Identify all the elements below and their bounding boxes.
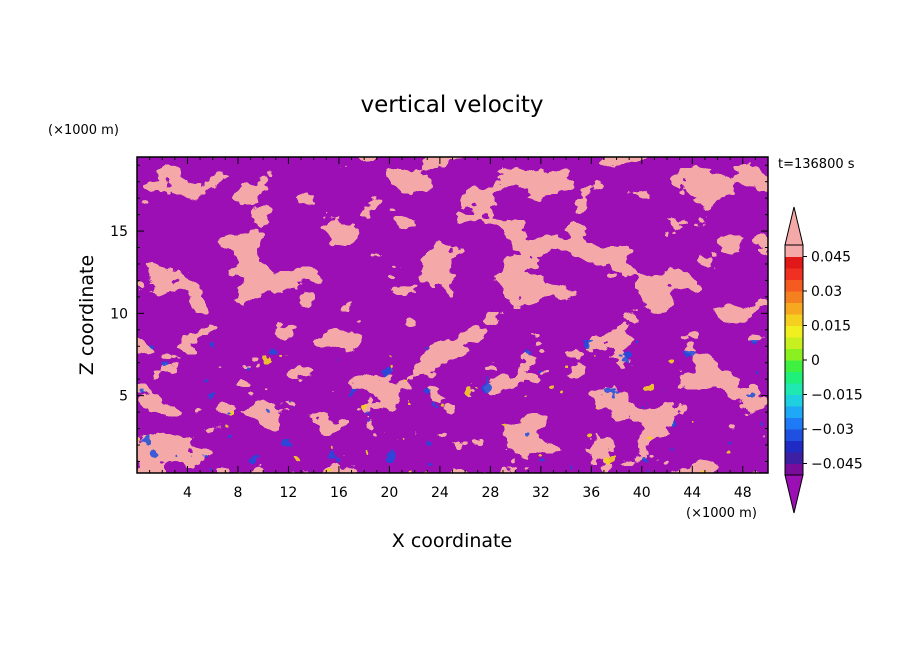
colorbar-swatch: [785, 394, 803, 407]
colorbar-swatch: [785, 371, 803, 384]
colorbar-tick-label: 0.015: [811, 319, 851, 335]
x-tick-label: 48: [734, 485, 752, 501]
colorbar-swatch: [785, 348, 803, 361]
colorbar-under-arrow: [784, 474, 804, 514]
x-tick-label: 28: [481, 485, 499, 501]
colorbar-swatch: [785, 314, 803, 326]
y-tick-label: 15: [110, 224, 128, 240]
colorbar-tick-label: 0.03: [811, 284, 842, 300]
x-tick-label: 36: [582, 485, 600, 501]
x-tick-label: 32: [532, 485, 550, 501]
x-tick-label: 12: [280, 485, 298, 501]
colorbar-swatch: [785, 440, 803, 453]
colorbar-swatch: [785, 417, 803, 430]
y-tick-label: 10: [110, 306, 128, 322]
colorbar-over-arrow: [784, 206, 804, 246]
colorbar-tick-label: −0.03: [811, 422, 854, 438]
colorbar-tick-label: −0.015: [811, 388, 863, 404]
x-tick-label: 44: [683, 485, 701, 501]
chart-title: vertical velocity: [361, 92, 544, 118]
colorbar-tick-label: 0: [811, 353, 820, 369]
colorbar-swatch: [785, 245, 803, 257]
colorbar-swatch: [785, 337, 803, 349]
x-axis-label: X coordinate: [392, 530, 512, 552]
x-tick-label: 16: [330, 485, 348, 501]
field-strong-downdraft: [137, 340, 768, 473]
colorbar-swatch: [785, 256, 803, 269]
time-label: t=136800 s: [778, 157, 855, 172]
colorbar-swatch: [785, 463, 803, 476]
x-tick-label: 4: [183, 485, 192, 501]
colorbar: 0.045 0.03 0.015 0 −0.015 −0.03 −0.045: [784, 206, 863, 514]
x-tick-label: 24: [431, 485, 449, 501]
colorbar-swatch: [785, 268, 803, 280]
x-tick-label: 20: [380, 485, 398, 501]
colorbar-tick-label: −0.045: [811, 457, 863, 473]
colorbar-swatch: [785, 429, 803, 441]
colorbar-swatch: [785, 291, 803, 303]
velocity-field: [137, 157, 768, 473]
colorbar-swatch: [785, 325, 803, 338]
colorbar-swatch: [785, 383, 803, 395]
x-tick-label: 40: [633, 485, 651, 501]
y-ticks: 5 10 15: [110, 164, 768, 462]
colorbar-swatch: [785, 452, 803, 464]
colorbar-swatch: [785, 302, 803, 315]
y-tick-label: 5: [119, 389, 128, 405]
colorbar-tick-label: 0.045: [811, 250, 851, 266]
y-unit-label: (×1000 m): [48, 123, 119, 138]
y-axis-label: Z coordinate: [76, 255, 98, 375]
x-tick-label: 8: [233, 485, 242, 501]
colorbar-swatch: [785, 360, 803, 372]
x-ticks: 4 8 12 16 20 24 28 32 36 40 44 48: [149, 157, 756, 501]
x-unit-label: (×1000 m): [686, 506, 757, 521]
colorbar-swatch: [785, 279, 803, 292]
colorbar-swatch: [785, 406, 803, 418]
